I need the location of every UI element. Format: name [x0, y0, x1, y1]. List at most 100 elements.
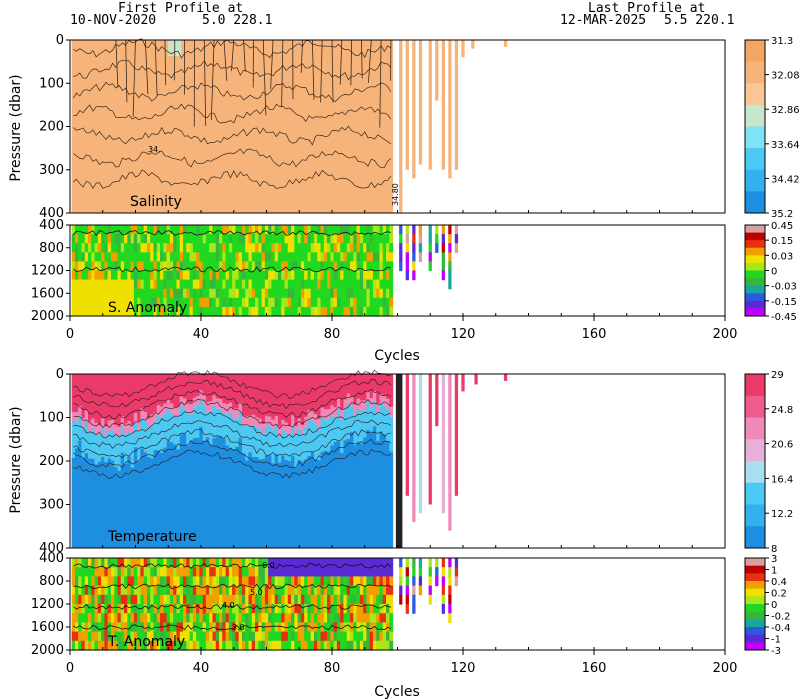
anomaly-cell [327, 234, 331, 244]
anomaly-cell [212, 567, 217, 577]
colorbar-swatch [745, 293, 765, 302]
anomaly-cell [386, 585, 390, 596]
colorbar-label: 8 [771, 544, 777, 555]
temperature-contour [73, 410, 392, 439]
anomaly-cell [212, 576, 217, 587]
anomaly-cell [71, 252, 76, 262]
temperature-cold [150, 458, 155, 548]
salinity-column [133, 40, 138, 213]
anomaly-cell [199, 306, 204, 317]
anomaly-cell [143, 243, 148, 253]
anomaly-cell [258, 252, 263, 262]
temperature-cold [304, 459, 309, 548]
anomaly-sparse-cell [412, 585, 416, 596]
anomaly-cell [189, 558, 194, 568]
anomaly-cell [127, 261, 132, 272]
anomaly-cell [130, 288, 135, 299]
salinity-column [350, 40, 354, 213]
anomaly-cell [376, 558, 381, 568]
anomaly-cell [281, 270, 286, 281]
anomaly-cell [310, 558, 315, 568]
anomaly-cell [94, 252, 99, 262]
anomaly-cell [156, 261, 161, 272]
anomaly-cell [74, 558, 79, 568]
anomaly-cell [327, 306, 331, 317]
anomaly-cell [186, 585, 191, 596]
anomaly-cell [372, 558, 377, 568]
anomaly-cell [248, 613, 253, 623]
anomaly-cell [310, 288, 315, 299]
colorbar-swatch [745, 61, 765, 84]
anomaly-sparse-cell [428, 252, 432, 262]
anomaly-cell [117, 243, 122, 253]
temperature-mid [97, 425, 102, 436]
anomaly-cell [372, 261, 377, 272]
salinity-column [150, 40, 155, 213]
anomaly-cell [88, 567, 92, 577]
anomaly-cell [340, 270, 345, 281]
anomaly-cell [268, 622, 273, 633]
anomaly-cell [330, 613, 335, 623]
anomaly-cell [232, 558, 236, 568]
anomaly-cell [386, 261, 390, 272]
anomaly-cell [88, 558, 92, 568]
anomaly-cell [173, 585, 178, 596]
anomaly-cell [330, 640, 335, 651]
anomaly-cell [84, 279, 89, 290]
anomaly-cell [271, 631, 276, 642]
anomaly-cell [209, 297, 214, 308]
temperature-sparse-column [412, 374, 416, 522]
anomaly-cell [205, 261, 210, 272]
temperature-cool [330, 415, 335, 446]
temperature-warm [202, 374, 207, 396]
anomaly-cell [363, 288, 367, 299]
anomaly-cell [205, 279, 210, 290]
anomaly-cell [297, 558, 302, 568]
colorbar-swatch [745, 611, 765, 620]
anomaly-cell [271, 585, 276, 596]
temperature-cool [346, 403, 351, 439]
anomaly-cell [189, 270, 194, 281]
anomaly-cell [307, 279, 312, 290]
anomaly-cell [241, 594, 246, 605]
anomaly-cell [389, 622, 394, 633]
anomaly-sparse-cell [441, 576, 445, 587]
anomaly-cell [248, 622, 253, 633]
anomaly-cell [248, 297, 253, 308]
anomaly-cell [291, 631, 295, 642]
anomaly-cell [228, 631, 233, 642]
salinity-column [225, 40, 230, 213]
anomaly-cell [294, 252, 299, 262]
anomaly-cell [91, 594, 96, 605]
anomaly-cell [304, 640, 309, 651]
temperature-warm [313, 374, 318, 415]
salinity-column [327, 40, 331, 213]
colorbar-swatch [745, 262, 765, 271]
temperature-cold [153, 449, 158, 548]
anomaly-cell [372, 306, 377, 317]
colorbar-label: 1 [771, 566, 777, 577]
anomaly-cell [196, 243, 200, 253]
anomaly-cell [189, 306, 194, 317]
colorbar-label: -0.03 [771, 282, 797, 293]
anomaly-cell [241, 297, 246, 308]
anomaly-cell [277, 225, 282, 235]
anomaly-cell [343, 261, 348, 272]
anomaly-cell [189, 585, 194, 596]
temperature-warm [101, 374, 105, 418]
anomaly-cell [176, 252, 181, 262]
anomaly-cell [343, 567, 348, 577]
anomaly-cell [91, 243, 96, 253]
anomaly-cell [323, 243, 328, 253]
temperature-cool [294, 436, 299, 468]
anomaly-cell [84, 306, 89, 317]
anomaly-cell [104, 252, 109, 262]
anomaly-cell [78, 306, 83, 317]
anomaly-cell [179, 225, 184, 235]
anomaly-cell [320, 297, 325, 308]
anomaly-cell [150, 279, 155, 290]
temperature-mid [343, 399, 348, 410]
anomaly-cell [261, 567, 266, 577]
anomaly-cell [97, 631, 102, 642]
